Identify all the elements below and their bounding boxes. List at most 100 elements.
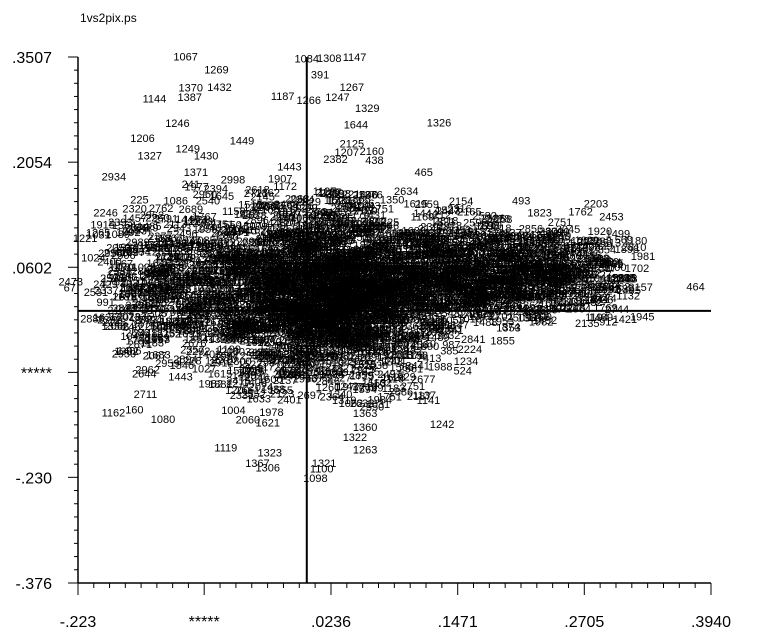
point-label: 1443 [168, 371, 192, 383]
point-label: 1323 [258, 447, 282, 459]
point-label: 1597 [592, 263, 616, 275]
svg-text:1782: 1782 [219, 318, 243, 330]
point-label: 1221 [73, 233, 97, 245]
svg-text:1052: 1052 [310, 287, 334, 299]
svg-text:1464: 1464 [281, 370, 305, 382]
svg-text:1912: 1912 [190, 332, 214, 344]
svg-text:2268: 2268 [343, 337, 367, 349]
svg-text:1996: 1996 [382, 297, 406, 309]
svg-text:1711: 1711 [506, 275, 530, 287]
svg-text:2648: 2648 [323, 282, 347, 294]
point-label: 2473 [59, 277, 83, 289]
svg-text:1468: 1468 [510, 239, 534, 251]
svg-text:2931: 2931 [259, 353, 283, 365]
point-label: 1269 [204, 64, 228, 76]
svg-text:2541: 2541 [267, 245, 291, 257]
axes: .3507 .2054 .0602 ***** -.230 -.376 -.223 *****… [12, 50, 731, 631]
svg-text:1646: 1646 [147, 258, 171, 270]
svg-text:1498: 1498 [382, 287, 406, 299]
svg-text:1152: 1152 [300, 286, 324, 298]
point-label: 160 [125, 405, 143, 417]
svg-text:2711: 2711 [134, 389, 158, 401]
svg-text:2815: 2815 [361, 292, 385, 304]
svg-text:1615: 1615 [270, 271, 294, 283]
point-label: 1147 [343, 52, 367, 64]
point-label: 2634 [394, 186, 418, 198]
svg-text:2864: 2864 [152, 268, 176, 280]
svg-text:2083: 2083 [183, 237, 207, 249]
svg-text:1982: 1982 [529, 235, 553, 247]
svg-text:1881: 1881 [208, 379, 232, 391]
svg-text:1577: 1577 [408, 250, 432, 262]
svg-text:2641: 2641 [188, 296, 212, 308]
svg-text:1199: 1199 [217, 344, 241, 356]
point-label: 1162 [102, 408, 126, 420]
svg-text:1572: 1572 [260, 248, 284, 260]
x-tick-label: .0236 [311, 614, 351, 631]
svg-text:2681: 2681 [310, 333, 334, 345]
svg-text:1523: 1523 [326, 195, 350, 207]
x-tick-label: ***** [189, 614, 220, 631]
point-label: 2316 [447, 203, 471, 215]
svg-text:1564: 1564 [275, 201, 299, 213]
point-label: 874 [502, 321, 520, 333]
svg-text:1751: 1751 [377, 391, 401, 403]
svg-text:2082: 2082 [366, 223, 390, 235]
svg-text:2864: 2864 [242, 237, 266, 249]
svg-text:1363: 1363 [347, 315, 371, 327]
svg-text:1553: 1553 [398, 231, 422, 243]
point-label: 464 [686, 282, 704, 294]
svg-text:1090: 1090 [253, 303, 277, 315]
svg-text:2825: 2825 [361, 261, 385, 273]
svg-text:1403: 1403 [197, 349, 221, 361]
svg-text:1597: 1597 [320, 351, 344, 363]
svg-text:2267: 2267 [337, 332, 361, 344]
svg-text:1391: 1391 [327, 275, 351, 287]
point-label: 524 [454, 366, 472, 378]
svg-text:2029: 2029 [258, 252, 282, 264]
point-label: 246 [122, 321, 140, 333]
svg-text:2158: 2158 [286, 304, 310, 316]
svg-text:1413: 1413 [534, 270, 558, 282]
svg-text:1484: 1484 [287, 274, 311, 286]
svg-text:2416: 2416 [384, 240, 408, 252]
point-label: 1031 [86, 230, 110, 242]
x-tick-label: .2705 [564, 614, 604, 631]
svg-text:1443: 1443 [433, 251, 457, 263]
point-label: 987 [442, 340, 460, 352]
svg-text:1109: 1109 [244, 221, 268, 233]
svg-text:1168: 1168 [304, 291, 328, 303]
point-label: 1371 [184, 167, 208, 179]
svg-text:2136: 2136 [230, 244, 254, 256]
point-label: 2934 [102, 172, 126, 184]
point-label: 2453 [599, 211, 623, 223]
svg-text:1872: 1872 [203, 295, 227, 307]
svg-text:2342: 2342 [297, 260, 321, 272]
point-label: 391 [311, 70, 329, 82]
svg-text:2033: 2033 [305, 313, 329, 325]
svg-text:1267: 1267 [158, 282, 182, 294]
svg-text:1244: 1244 [262, 234, 286, 246]
point-label: 569 [615, 235, 633, 247]
svg-text:2894: 2894 [349, 268, 373, 280]
svg-text:2205: 2205 [283, 265, 307, 277]
svg-text:2118: 2118 [329, 279, 353, 291]
svg-text:1251: 1251 [290, 337, 314, 349]
svg-text:1653: 1653 [252, 259, 276, 271]
svg-text:2083: 2083 [313, 246, 337, 258]
svg-text:1581: 1581 [331, 253, 355, 265]
svg-text:1832: 1832 [270, 312, 294, 324]
svg-text:1995: 1995 [236, 254, 260, 266]
svg-text:2126: 2126 [257, 249, 281, 261]
svg-text:1978: 1978 [259, 407, 283, 419]
svg-text:2816: 2816 [274, 249, 298, 261]
svg-text:2825: 2825 [328, 235, 352, 247]
point-label: 493 [512, 195, 530, 207]
svg-text:1847: 1847 [210, 333, 234, 345]
point-label: 1898 [615, 244, 639, 256]
point-label: 2336 [589, 295, 613, 307]
svg-text:1662: 1662 [273, 265, 297, 277]
svg-text:1088: 1088 [456, 270, 480, 282]
svg-text:2383: 2383 [237, 288, 261, 300]
svg-text:2121: 2121 [368, 283, 392, 295]
